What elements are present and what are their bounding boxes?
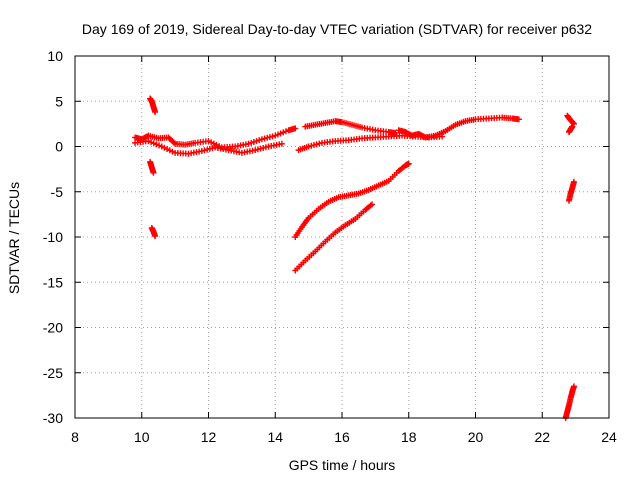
x-tick-label: 12 — [201, 429, 217, 445]
x-tick-label: 16 — [334, 429, 350, 445]
x-tick-label: 24 — [601, 429, 617, 445]
series-arc-18h — [395, 114, 522, 141]
data-point — [570, 178, 577, 185]
series-arc-10h-low — [148, 224, 159, 240]
series-arc-descent-upper — [292, 160, 412, 240]
x-tick-label: 14 — [267, 429, 283, 445]
data-point — [570, 383, 577, 390]
y-tick-label: -20 — [43, 320, 63, 336]
data-point — [515, 116, 522, 123]
data-point — [292, 125, 299, 132]
axis-ticks: 8 10 12 14 16 18 20 22 24 10 5 0 -5 -10 -15 -20 -25 -30 — [43, 48, 617, 445]
x-tick-label: 8 — [71, 429, 79, 445]
series-arc-lower-band — [132, 138, 285, 157]
y-axis-label: SDTVAR / TECUs — [6, 182, 22, 294]
series-arc-15h-upper — [302, 118, 399, 136]
y-tick-label: -25 — [43, 365, 63, 381]
series-arc-10h-top — [147, 95, 159, 116]
plot-frame — [74, 55, 610, 419]
x-tick-label: 18 — [401, 429, 417, 445]
data-point — [152, 109, 159, 116]
y-tick-label: 0 — [55, 139, 63, 155]
data-point — [369, 201, 376, 208]
data-point — [405, 160, 412, 167]
x-axis-label: GPS time / hours — [289, 457, 396, 473]
series-arc-10h-mid — [147, 158, 157, 176]
data-points — [132, 95, 577, 421]
data-point — [392, 129, 399, 136]
y-tick-label: -30 — [43, 410, 63, 426]
data-point — [569, 123, 576, 130]
y-tick-label: -15 — [43, 274, 63, 290]
y-tick-label: -10 — [43, 229, 63, 245]
y-tick-label: -5 — [51, 184, 64, 200]
y-tick-label: 5 — [55, 93, 63, 109]
data-point — [152, 233, 159, 240]
x-tick-label: 22 — [534, 429, 550, 445]
series-arc-22.8h-neg — [565, 178, 577, 204]
series-arc-upper-band — [132, 125, 299, 151]
y-tick-label: 10 — [47, 48, 63, 64]
chart-title: Day 169 of 2019, Sidereal Day-to-day VTE… — [82, 21, 592, 37]
series-arc-descent-lower — [292, 201, 376, 274]
data-point — [150, 169, 157, 176]
x-tick-label: 10 — [134, 429, 150, 445]
series-arc-22.8h-bottom — [562, 383, 577, 421]
data-point — [278, 140, 285, 147]
series-arc-22.8h-top — [564, 112, 577, 127]
series-arc-22.8h-mid — [565, 123, 576, 136]
x-tick-label: 20 — [468, 429, 484, 445]
